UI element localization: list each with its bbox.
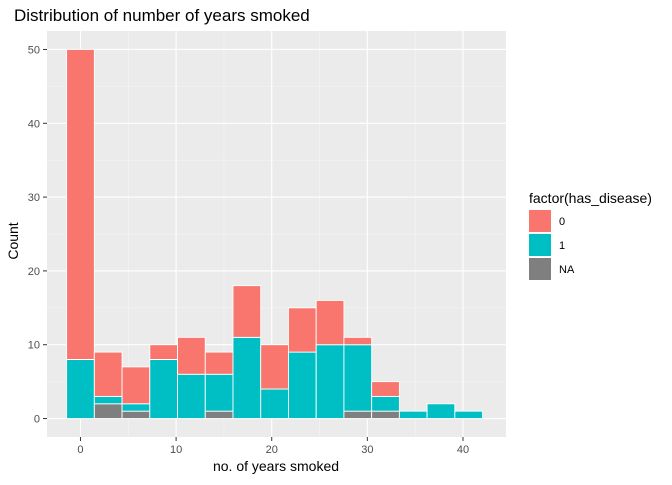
bar-0-8 bbox=[288, 307, 317, 353]
bar-1-14 bbox=[454, 410, 484, 419]
x-tick-label: 0 bbox=[77, 444, 83, 456]
y-tick-label: 40 bbox=[28, 118, 40, 130]
bar-0-10 bbox=[343, 336, 373, 346]
bar-1-4 bbox=[177, 373, 206, 419]
y-tick-label: 20 bbox=[28, 266, 40, 278]
legend-swatch-1 bbox=[529, 234, 551, 256]
bar-0-1 bbox=[93, 351, 123, 397]
axes: 0 10 20 30 40 0 10 20 30 40 50 bbox=[28, 44, 469, 456]
bar-0-7 bbox=[260, 344, 289, 390]
x-tick-label: 30 bbox=[361, 444, 373, 456]
bar-na-2 bbox=[121, 410, 151, 419]
bar-1-0 bbox=[66, 359, 95, 419]
x-tick-label: 40 bbox=[457, 444, 469, 456]
bar-0-2 bbox=[121, 366, 151, 405]
bar-1-5 bbox=[204, 373, 234, 412]
x-tick-label: 20 bbox=[266, 444, 278, 456]
bar-0-3 bbox=[149, 344, 178, 360]
bar-1-11 bbox=[371, 395, 400, 412]
y-tick-label: 10 bbox=[28, 340, 40, 352]
bar-1-6 bbox=[232, 336, 262, 419]
bar-1-7 bbox=[260, 388, 289, 419]
bar-0-0 bbox=[66, 49, 95, 360]
legend-title: factor(has_disease) bbox=[529, 190, 652, 206]
bar-1-9 bbox=[315, 344, 345, 419]
bar-na-5 bbox=[204, 410, 234, 419]
bar-0-5 bbox=[204, 351, 234, 375]
legend-swatch-na bbox=[529, 258, 551, 280]
x-tick-label: 10 bbox=[170, 444, 182, 456]
bars bbox=[66, 49, 484, 419]
bar-1-1 bbox=[93, 395, 123, 405]
bar-0-6 bbox=[232, 285, 262, 338]
bar-1-8 bbox=[288, 351, 317, 419]
bar-1-13 bbox=[426, 403, 456, 419]
bar-na-10 bbox=[343, 410, 373, 419]
bar-0-11 bbox=[371, 381, 400, 397]
bar-0-9 bbox=[315, 299, 345, 346]
bar-1-3 bbox=[149, 359, 178, 419]
bar-1-10 bbox=[343, 344, 373, 412]
bar-1-2 bbox=[121, 403, 151, 412]
bar-na-11 bbox=[371, 410, 400, 419]
legend-swatch-0 bbox=[529, 210, 551, 232]
legend-label-1: 1 bbox=[559, 240, 565, 252]
legend-label-na: NA bbox=[559, 264, 575, 276]
y-tick-label: 50 bbox=[28, 44, 40, 56]
bar-0-4 bbox=[177, 336, 206, 375]
x-axis-title: no. of years smoked bbox=[213, 458, 339, 474]
y-tick-label: 30 bbox=[28, 192, 40, 204]
legend: factor(has_disease) 0 1 NA bbox=[529, 190, 652, 280]
y-axis-title: Count bbox=[5, 222, 21, 259]
legend-label-0: 0 bbox=[559, 216, 565, 228]
y-tick-label: 0 bbox=[34, 414, 40, 426]
bar-1-12 bbox=[398, 410, 428, 419]
chart-title: Distribution of number of years smoked bbox=[14, 6, 310, 25]
bar-na-1 bbox=[93, 403, 123, 419]
